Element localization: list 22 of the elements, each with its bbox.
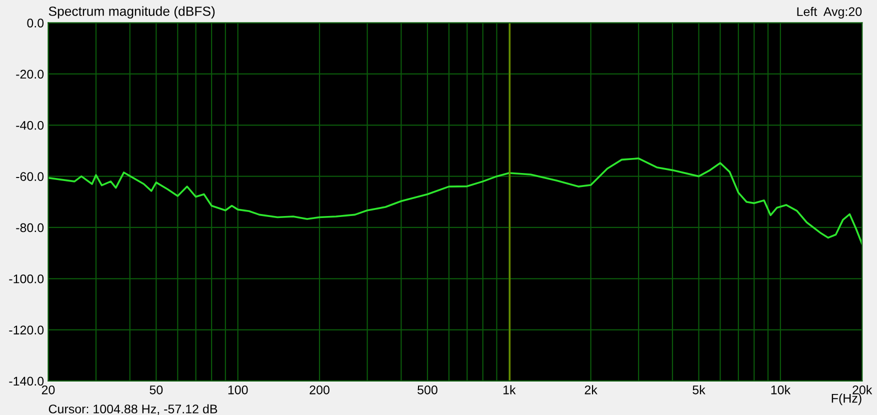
x-tick-label: 2k [584,385,598,394]
x-tick-label: 20 [42,385,55,394]
text: Left Avg:20 [797,6,862,19]
y-tick-label: -20.0 [16,70,44,79]
y-tick-label: -40.0 [16,120,44,130]
x-tick-label: 200 [310,385,330,394]
y-tick-label: -60.0 [16,172,44,181]
y-tick-label: -80.0 [16,223,44,232]
x-tick-label: 10k [771,385,791,394]
y-tick-label: -100.0 [9,274,44,284]
y-tick-label: -120.0 [9,326,44,334]
x-tick-label: 20k [852,385,872,394]
y-tick-label: -140.0 [9,376,44,386]
x-tick-label: 5k [692,385,706,394]
chart-title: Spectrum magnitude (dBFS) [48,6,215,19]
text: Cursor: 1004.88 Hz, -57.12 dB [48,404,218,415]
x-tick-label: 100 [228,385,248,394]
x-tick-label: 50 [150,385,163,394]
x-axis-title: F(Hz) [832,394,862,406]
y-tick-label: 0.0 [27,18,44,28]
x-tick-label: 500 [418,385,438,394]
x-tick-label: 1k [503,385,516,394]
